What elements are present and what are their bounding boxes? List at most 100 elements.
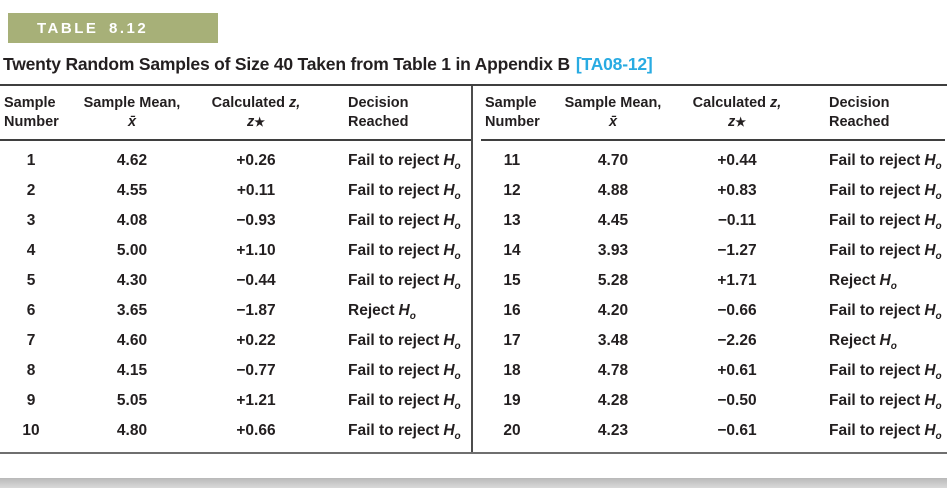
table-right-half: Sample Number Sample Mean, x̄ Calculated…	[473, 86, 945, 452]
decision-cell: Reject Ho	[791, 332, 945, 353]
h0-subscript: o	[890, 341, 897, 353]
table-row: 8 4.15 −0.77 Fail to reject Ho	[0, 356, 471, 386]
decision-cell: Fail to reject Ho	[310, 422, 471, 443]
decision-text: Fail to reject	[348, 362, 440, 379]
sample-mean-cell: 5.05	[116, 392, 148, 409]
h0-symbol: H	[924, 212, 936, 229]
h0-subscript: o	[454, 401, 461, 413]
h0-symbol: H	[879, 272, 891, 289]
z-value-cell: +1.21	[236, 392, 276, 409]
decision-cell: Fail to reject Ho	[791, 212, 945, 233]
h0-symbol: H	[924, 242, 936, 259]
sample-mean-cell: 4.78	[597, 362, 629, 379]
sample-mean-cell: 4.62	[116, 152, 148, 169]
decision-text: Reject	[348, 302, 395, 319]
decision-cell: Fail to reject Ho	[791, 422, 945, 442]
h0-subscript: o	[454, 431, 461, 443]
sample-number-cell: 12	[503, 182, 521, 199]
decision-text: Reject	[829, 332, 876, 349]
h0-subscript: o	[935, 251, 942, 263]
decision-cell: Fail to reject Ho	[791, 152, 945, 172]
sample-number-cell: 20	[503, 422, 521, 439]
table-header-left: Sample Number Sample Mean, x̄ Calculated…	[0, 86, 471, 141]
h0-symbol: H	[879, 332, 891, 349]
samples-table: Sample Number Sample Mean, x̄ Calculated…	[0, 84, 947, 454]
z-value-cell: −1.27	[717, 242, 757, 259]
sample-mean-cell: 4.80	[116, 422, 148, 439]
sample-number-cell: 9	[26, 392, 36, 409]
z-value-cell: −0.66	[717, 302, 757, 319]
x-bar-symbol: x̄	[127, 114, 137, 130]
column-header-calculated-z: Calculated z, z★	[211, 95, 301, 130]
table-row: 9 5.05 +1.21 Fail to reject Ho	[0, 386, 471, 416]
h0-subscript: o	[935, 311, 942, 323]
h0-subscript: o	[454, 161, 461, 173]
table-row: 4 5.00 +1.10 Fail to reject Ho	[0, 236, 471, 266]
x-bar-symbol: x̄	[608, 114, 618, 130]
sample-number-cell: 3	[26, 212, 36, 229]
z-value-cell: +0.26	[236, 152, 276, 169]
column-header-sample-mean: Sample Mean, x̄	[62, 94, 202, 132]
decision-cell: Fail to reject Ho	[310, 212, 471, 233]
sample-number-cell: 4	[26, 242, 36, 259]
decision-text: Reject	[829, 272, 876, 289]
z-value-cell: −1.87	[236, 302, 276, 319]
sample-mean-cell: 4.28	[597, 392, 629, 409]
sample-number-cell: 17	[503, 332, 521, 349]
h0-symbol: H	[924, 182, 936, 199]
decision-text: Fail to reject	[829, 392, 921, 409]
sample-mean-cell: 4.23	[597, 422, 629, 439]
sample-mean-cell: 4.30	[116, 272, 148, 289]
sample-mean-cell: 4.70	[597, 152, 629, 169]
sample-mean-cell: 4.55	[116, 182, 148, 199]
decision-text: Fail to reject	[348, 242, 440, 259]
decision-text: Fail to reject	[829, 182, 921, 199]
sample-number-cell: 10	[22, 422, 40, 439]
table-row: 17 3.48 −2.26 Reject Ho	[481, 326, 945, 356]
decision-text: Fail to reject	[829, 302, 921, 319]
decision-cell: Fail to reject Ho	[791, 182, 945, 202]
z-value-cell: +1.10	[236, 242, 276, 259]
decision-cell: Fail to reject Ho	[310, 242, 471, 263]
decision-cell: Fail to reject Ho	[791, 362, 945, 383]
table-row: 2 4.55 +0.11 Fail to reject Ho	[0, 176, 471, 206]
h0-subscript: o	[454, 191, 461, 203]
z-value-cell: −0.61	[717, 422, 757, 439]
z-value-cell: +0.66	[236, 422, 276, 439]
table-row: 7 4.60 +0.22 Fail to reject Ho	[0, 326, 471, 356]
z-value-cell: +0.83	[717, 182, 757, 199]
decision-cell: Fail to reject Ho	[310, 182, 471, 203]
sample-mean-cell: 3.48	[597, 332, 629, 349]
table-row: 14 3.93 −1.27 Fail to reject Ho	[481, 236, 945, 266]
table-row: 5 4.30 −0.44 Fail to reject Ho	[0, 266, 471, 296]
column-header-decision: Decision Reached	[829, 95, 890, 130]
table-row: 12 4.88 +0.83 Fail to reject Ho	[481, 176, 945, 206]
decision-text: Fail to reject	[348, 332, 440, 349]
z-value-cell: −2.26	[717, 332, 757, 349]
decision-cell: Fail to reject Ho	[791, 392, 945, 412]
sample-number-cell: 6	[26, 302, 36, 319]
h0-symbol: H	[443, 242, 455, 259]
table-row: 1 4.62 +0.26 Fail to reject Ho	[0, 146, 471, 176]
h0-subscript: o	[454, 221, 461, 233]
table-id-tag: [TA08-12]	[575, 54, 653, 74]
sample-mean-cell: 5.28	[597, 272, 629, 289]
h0-subscript: o	[935, 221, 942, 233]
sample-number-cell: 13	[503, 212, 521, 229]
z-symbol: z	[727, 114, 736, 130]
decision-cell: Reject Ho	[310, 302, 471, 322]
sample-number-cell: 19	[503, 392, 521, 409]
z-value-cell: −0.93	[236, 212, 276, 229]
star-icon: ★	[254, 115, 265, 129]
decision-cell: Fail to reject Ho	[310, 152, 471, 173]
z-symbol: z	[246, 114, 255, 130]
h0-subscript: o	[454, 251, 461, 263]
h0-subscript: o	[935, 371, 942, 383]
table-row: 10 4.80 +0.66 Fail to reject Ho	[0, 416, 471, 446]
decision-text: Fail to reject	[348, 392, 440, 409]
table-number-label: TABLE 8.12	[37, 19, 149, 37]
sample-number-cell: 5	[26, 272, 36, 289]
column-header-sample-number: Sample Number	[485, 95, 540, 130]
table-header-right: Sample Number Sample Mean, x̄ Calculated…	[481, 86, 945, 141]
table-row: 3 4.08 −0.93 Fail to reject Ho	[0, 206, 471, 236]
